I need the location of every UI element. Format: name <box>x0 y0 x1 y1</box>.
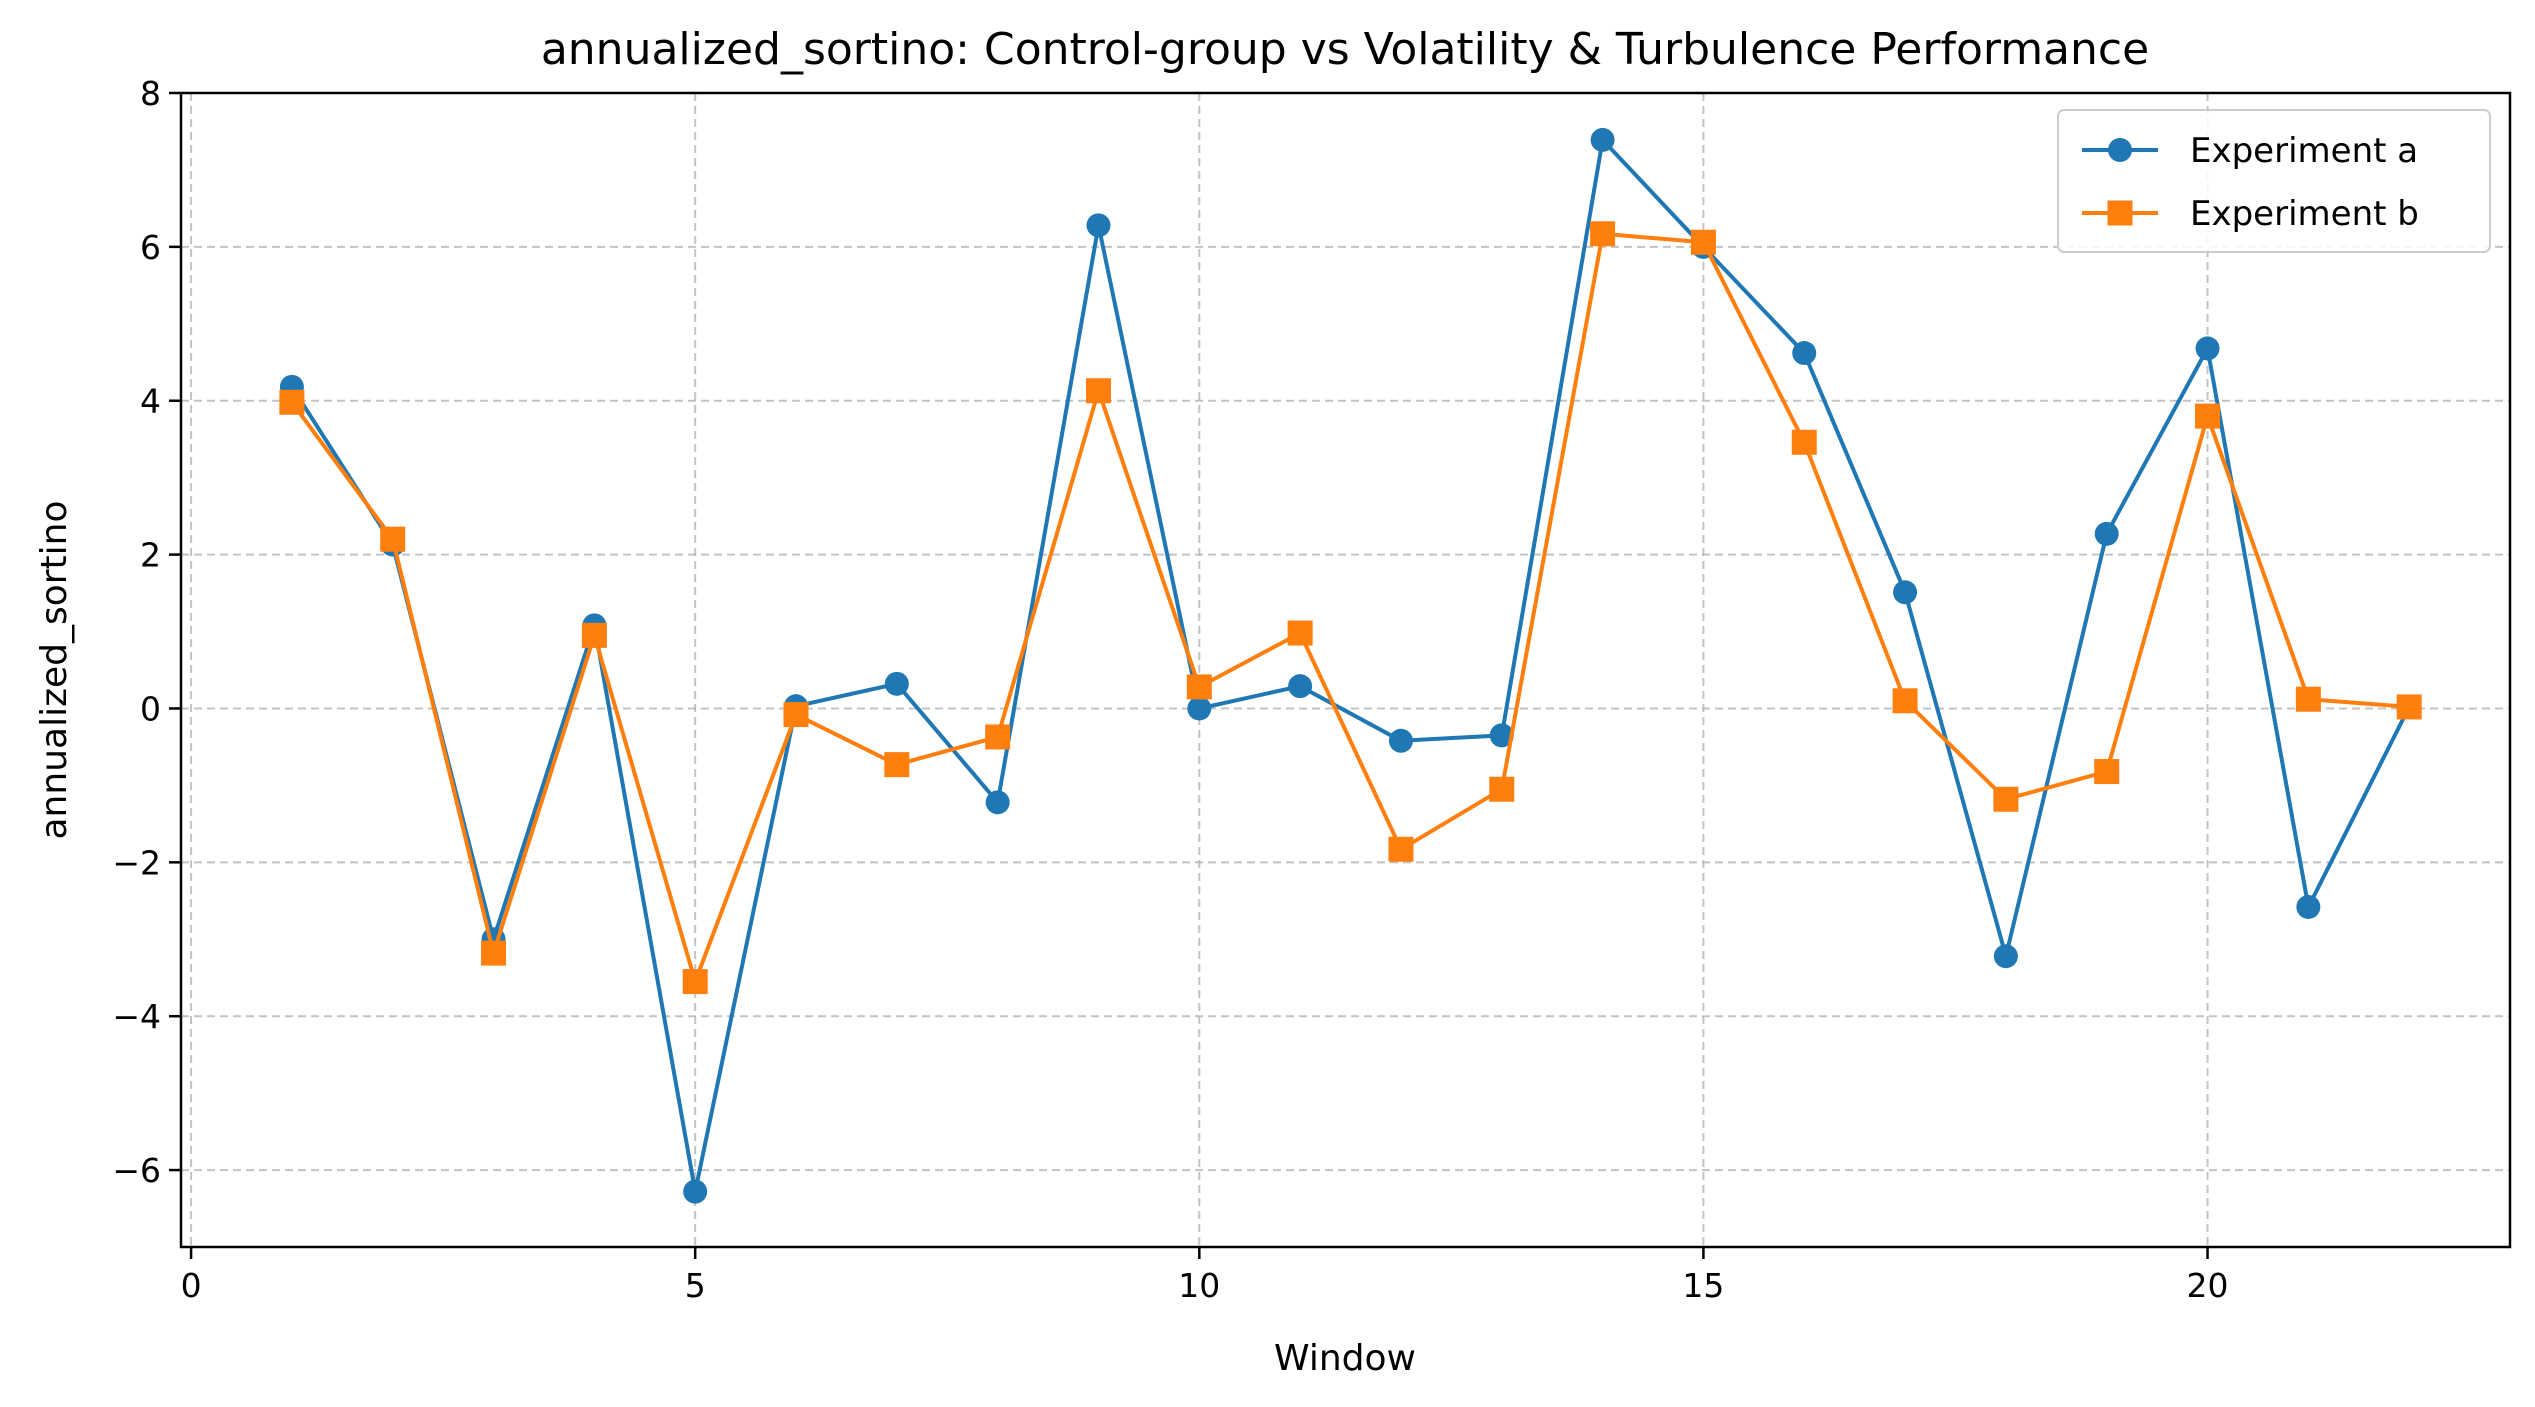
data-point <box>1288 674 1313 699</box>
data-point <box>1489 776 1515 802</box>
data-point <box>1085 378 1111 404</box>
data-point <box>1792 341 1817 366</box>
y-tick-label: 2 <box>140 536 161 575</box>
y-tick-label: 6 <box>140 228 161 267</box>
data-point <box>1287 620 1313 646</box>
x-tick-label: 15 <box>1682 1266 1724 1305</box>
data-point <box>884 752 910 778</box>
data-point <box>2094 521 2119 546</box>
series-line <box>290 231 2410 984</box>
data-point <box>1186 674 1212 700</box>
data-point <box>2094 759 2120 785</box>
data-point <box>2195 336 2220 361</box>
series-layer <box>279 127 2422 1204</box>
data-point <box>1590 221 1616 247</box>
y-tick-label: 4 <box>140 382 161 421</box>
y-axis-label: annualized_sortino <box>34 500 75 839</box>
data-point <box>985 790 1010 815</box>
data-point <box>1388 728 1413 753</box>
data-point <box>2295 686 2321 712</box>
data-point <box>1388 836 1414 862</box>
chart-title: annualized_sortino: Control-group vs Vol… <box>541 24 2149 75</box>
legend-box <box>2057 109 2491 253</box>
plot-area-frame <box>179 91 2512 1249</box>
x-tick-label: 20 <box>2187 1266 2229 1305</box>
legend-item-0: Experiment a <box>2082 131 2418 171</box>
x-tick-label: 0 <box>181 1266 202 1305</box>
data-point <box>783 702 809 728</box>
data-point <box>884 671 909 696</box>
data-point <box>1086 213 1111 238</box>
data-point <box>2195 403 2221 429</box>
y-tick-label: −4 <box>112 997 161 1036</box>
data-point <box>1791 429 1817 455</box>
data-point <box>279 389 305 415</box>
data-point <box>2296 894 2321 919</box>
x-axis: 0 5 10 15 20 <box>181 1247 2229 1305</box>
y-tick-label: −2 <box>112 843 161 882</box>
data-point <box>1690 229 1716 255</box>
legend-marker <box>2107 200 2133 226</box>
data-point <box>1893 580 1918 605</box>
legend-label: Experiment b <box>2190 194 2419 234</box>
y-tick-label: 8 <box>140 74 161 113</box>
legend-item-1: Experiment b <box>2082 194 2419 234</box>
data-point <box>481 940 507 966</box>
x-tick-label: 10 <box>1178 1266 1220 1305</box>
y-axis: −6 −4 −2 0 2 4 6 8 <box>112 74 181 1190</box>
data-point <box>985 724 1011 750</box>
legend-label: Experiment a <box>2190 131 2418 171</box>
x-tick-label: 5 <box>685 1266 706 1305</box>
y-tick-label: −6 <box>112 1151 161 1190</box>
data-point <box>682 969 708 995</box>
data-point <box>2396 694 2422 720</box>
x-axis-label: Window <box>1274 1338 1416 1379</box>
legend-marker <box>2108 138 2132 162</box>
series-1 <box>279 221 2422 995</box>
data-point <box>1892 688 1918 714</box>
data-point <box>1993 944 2018 969</box>
data-point <box>1489 723 1514 748</box>
data-point <box>380 526 406 552</box>
data-point <box>581 622 607 648</box>
series-line <box>290 137 2411 1194</box>
y-tick-label: 0 <box>140 689 161 728</box>
legend: Experiment a Experiment b <box>2057 109 2491 253</box>
data-point <box>1187 696 1212 721</box>
data-point <box>1590 127 1615 152</box>
data-point <box>1993 786 2019 812</box>
data-point <box>683 1179 708 1204</box>
